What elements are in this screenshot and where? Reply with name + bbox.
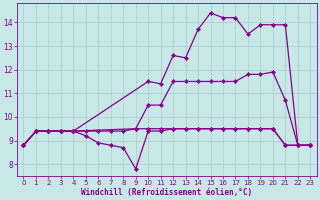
X-axis label: Windchill (Refroidissement éolien,°C): Windchill (Refroidissement éolien,°C) xyxy=(81,188,252,197)
